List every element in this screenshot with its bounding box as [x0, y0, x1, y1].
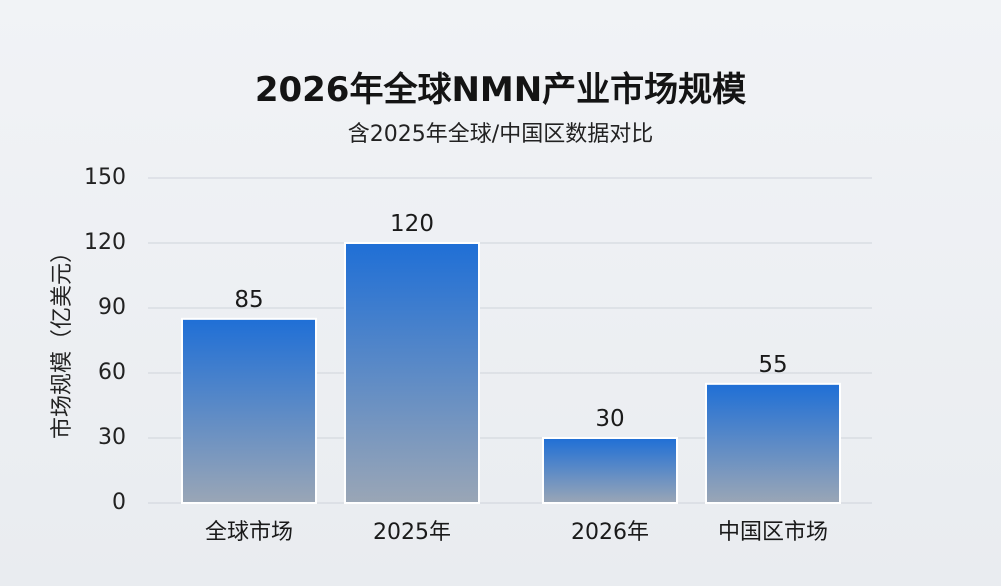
y-tick-label: 150	[84, 165, 126, 190]
value-label: 55	[758, 352, 787, 378]
x-tick-label: 2025年	[373, 520, 451, 545]
y-tick-label: 90	[98, 295, 126, 320]
bar	[181, 317, 317, 505]
bars	[181, 242, 841, 505]
x-tick-label: 全球市场	[205, 520, 293, 545]
y-tick-label: 30	[98, 425, 126, 450]
value-label: 30	[595, 406, 624, 432]
labels: 0 30 60 90 120 150 85 全球市场 120 2025年 30 2026年 55 中国区市…	[84, 165, 828, 545]
y-tick-label: 120	[84, 230, 126, 255]
bar	[705, 382, 841, 505]
y-tick-label: 60	[98, 360, 126, 385]
value-label: 120	[390, 211, 434, 237]
chart-title: 2026年全球NMN产业市场规模	[254, 70, 747, 110]
y-tick-label: 0	[112, 490, 126, 515]
value-label: 85	[234, 287, 263, 313]
bar	[344, 242, 480, 504]
x-tick-label: 中国区市场	[718, 520, 828, 545]
chart-subtitle: 含2025年全球/中国区数据对比	[347, 122, 654, 147]
x-tick-label: 2026年	[571, 520, 649, 545]
bar	[542, 437, 678, 504]
